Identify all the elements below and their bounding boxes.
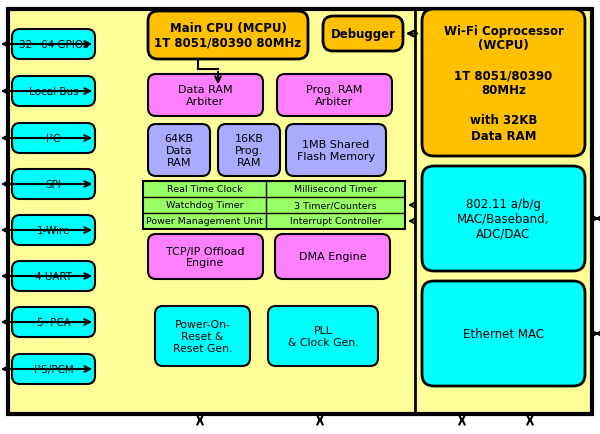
Text: Data RAM
Arbiter: Data RAM Arbiter: [178, 85, 233, 107]
Text: I²C: I²C: [46, 134, 61, 144]
Text: Wi-Fi Coprocessor
(WCPU)

1T 8051/80390
80MHz

with 32KB
Data RAM: Wi-Fi Coprocessor (WCPU) 1T 8051/80390 8…: [443, 24, 563, 142]
Text: Millisecond Timer: Millisecond Timer: [294, 185, 377, 194]
Text: Interrupt Controller: Interrupt Controller: [290, 217, 382, 226]
FancyBboxPatch shape: [268, 306, 378, 366]
FancyBboxPatch shape: [275, 234, 390, 279]
Text: 32~64 GPIOs: 32~64 GPIOs: [19, 40, 88, 50]
Text: 1-Wire: 1-Wire: [37, 226, 70, 236]
Text: 4 UART: 4 UART: [35, 271, 72, 281]
FancyBboxPatch shape: [12, 261, 95, 291]
FancyBboxPatch shape: [422, 281, 585, 386]
Text: Debugger: Debugger: [331, 28, 395, 41]
FancyBboxPatch shape: [277, 75, 392, 117]
Text: 802.11 a/b/g
MAC/Baseband,
ADC/DAC: 802.11 a/b/g MAC/Baseband, ADC/DAC: [457, 197, 550, 240]
Text: 1MB Shared
Flash Memory: 1MB Shared Flash Memory: [297, 140, 375, 161]
FancyBboxPatch shape: [155, 306, 250, 366]
Text: Power-On-
Reset &
Reset Gen.: Power-On- Reset & Reset Gen.: [173, 320, 232, 353]
Text: PLL
& Clock Gen.: PLL & Clock Gen.: [288, 326, 358, 347]
FancyBboxPatch shape: [422, 10, 585, 157]
Text: DMA Engine: DMA Engine: [299, 252, 367, 262]
Text: 3 Timer/Counters: 3 Timer/Counters: [294, 201, 377, 210]
FancyBboxPatch shape: [12, 307, 95, 337]
FancyBboxPatch shape: [323, 17, 403, 52]
Text: 5  PCA: 5 PCA: [37, 317, 70, 327]
FancyBboxPatch shape: [148, 75, 263, 117]
Text: Prog. RAM
Arbiter: Prog. RAM Arbiter: [307, 85, 362, 107]
FancyBboxPatch shape: [12, 124, 95, 154]
FancyBboxPatch shape: [12, 170, 95, 200]
Text: Watchdog Timer: Watchdog Timer: [166, 201, 244, 210]
Text: Power Management Unit: Power Management Unit: [146, 217, 263, 226]
Text: Ethernet MAC: Ethernet MAC: [463, 327, 544, 340]
Text: 16KB
Prog.
RAM: 16KB Prog. RAM: [235, 134, 263, 167]
FancyBboxPatch shape: [12, 216, 95, 246]
FancyBboxPatch shape: [148, 125, 210, 177]
Text: Main CPU (MCPU)
1T 8051/80390 80MHz: Main CPU (MCPU) 1T 8051/80390 80MHz: [154, 22, 302, 50]
FancyBboxPatch shape: [148, 12, 308, 60]
Text: TCP/IP Offload
Engine: TCP/IP Offload Engine: [166, 246, 245, 268]
FancyBboxPatch shape: [422, 167, 585, 271]
Text: SPI: SPI: [46, 180, 61, 190]
Text: I²S/PCM: I²S/PCM: [34, 364, 73, 374]
FancyBboxPatch shape: [12, 77, 95, 107]
FancyBboxPatch shape: [8, 10, 592, 414]
FancyBboxPatch shape: [143, 181, 405, 230]
Text: Real Time Clock: Real Time Clock: [167, 185, 242, 194]
FancyBboxPatch shape: [286, 125, 386, 177]
Text: Local Bus: Local Bus: [29, 87, 79, 97]
FancyBboxPatch shape: [12, 354, 95, 384]
Text: 64KB
Data
RAM: 64KB Data RAM: [164, 134, 193, 167]
FancyBboxPatch shape: [148, 234, 263, 279]
FancyBboxPatch shape: [218, 125, 280, 177]
FancyBboxPatch shape: [12, 30, 95, 60]
